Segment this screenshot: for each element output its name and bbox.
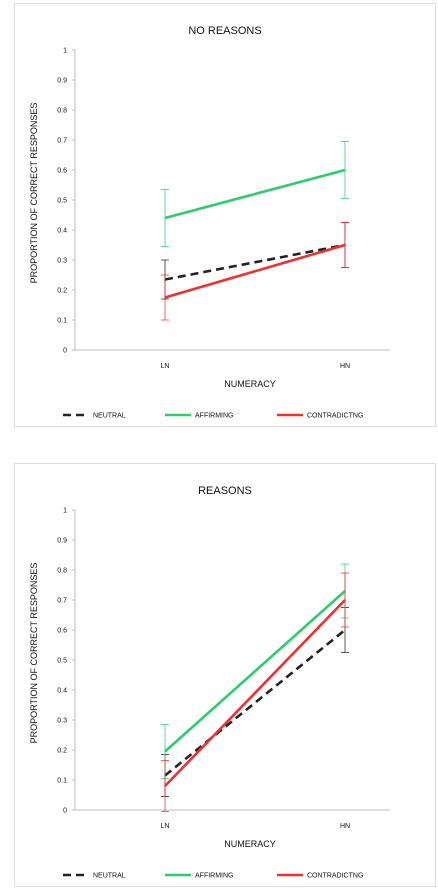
y-tick-label: 1 xyxy=(63,48,67,55)
y-tick-label: 0.5 xyxy=(57,198,67,205)
y-tick-label: 0.6 xyxy=(57,168,67,175)
chart-title: NO REASONS xyxy=(188,25,261,37)
series-line-neutral xyxy=(164,243,346,281)
y-tick-label: 0.5 xyxy=(57,658,67,665)
y-tick-label: 0.6 xyxy=(57,628,67,635)
y-tick-label: 0.7 xyxy=(57,598,67,605)
y-tick-label: 0.4 xyxy=(57,228,67,235)
y-tick-label: 0.1 xyxy=(57,318,67,325)
y-tick-label: 0 xyxy=(63,348,67,355)
y-tick-label: 0.8 xyxy=(57,568,67,575)
y-tick-label: 1 xyxy=(63,508,67,515)
legend-label-contradictng: CONTRADICTNG xyxy=(307,873,363,880)
series-line-contradictng xyxy=(164,243,346,299)
x-tick-label: HN xyxy=(340,363,350,370)
x-tick-label: HN xyxy=(340,823,350,830)
y-tick-label: 0.3 xyxy=(57,258,67,265)
y-tick-label: 0.9 xyxy=(57,78,67,85)
legend-label-affirming: AFFIRMING xyxy=(195,873,234,880)
y-tick-label: 0.9 xyxy=(57,538,67,545)
y-tick-label: 0.3 xyxy=(57,718,67,725)
y-tick-label: 0.2 xyxy=(57,288,67,295)
y-tick-label: 0 xyxy=(63,808,67,815)
legend-label-neutral: NEUTRAL xyxy=(93,413,126,420)
y-axis-label: PROPORTION OF CORRECT RESPONSES xyxy=(29,563,39,744)
chart-panel-reasons: REASONS PROPORTION OF CORRECT RESPONSES … xyxy=(14,463,436,887)
y-tick-label: 0.2 xyxy=(57,748,67,755)
chart-reasons: REASONS PROPORTION OF CORRECT RESPONSES … xyxy=(29,485,390,880)
chart-title: REASONS xyxy=(198,485,252,497)
chart-panel-no-reasons: NO REASONS PROPORTION OF CORRECT RESPONS… xyxy=(14,3,436,427)
y-tick-label: 0.4 xyxy=(57,688,67,695)
x-axis-label: NUMERACY xyxy=(224,379,276,389)
chart-no-reasons: NO REASONS PROPORTION OF CORRECT RESPONS… xyxy=(29,25,390,420)
series-line-neutral xyxy=(164,628,346,777)
legend-label-affirming: AFFIRMING xyxy=(195,413,234,420)
series-line-affirming xyxy=(164,168,346,220)
legend-label-contradictng: CONTRADICTNG xyxy=(307,413,363,420)
y-tick-label: 0.7 xyxy=(57,138,67,145)
y-axis-label: PROPORTION OF CORRECT RESPONSES xyxy=(29,103,39,284)
legend-label-neutral: NEUTRAL xyxy=(93,873,126,880)
y-tick-label: 0.1 xyxy=(57,778,67,785)
x-tick-label: LN xyxy=(161,823,170,830)
series-line-affirming xyxy=(164,590,346,753)
x-axis-label: NUMERACY xyxy=(224,839,276,849)
y-tick-label: 0.8 xyxy=(57,108,67,115)
series-line-contradictng xyxy=(164,599,346,787)
x-tick-label: LN xyxy=(161,363,170,370)
